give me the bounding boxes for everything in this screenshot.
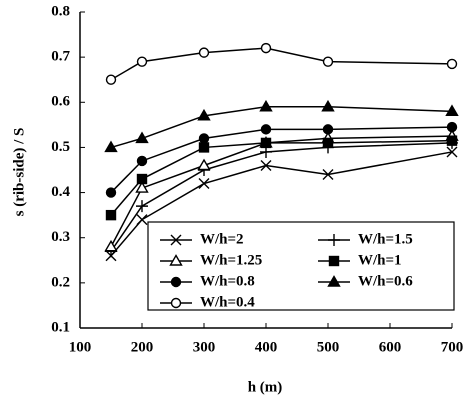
marker: [446, 58, 458, 70]
marker: [136, 56, 148, 67]
marker: [198, 47, 210, 58]
marker: [105, 187, 117, 198]
marker: [260, 42, 272, 54]
x-tick-label: 600: [379, 339, 402, 355]
legend-marker: [169, 254, 183, 266]
marker: [135, 131, 149, 144]
marker: [198, 133, 210, 144]
x-tick-label: 500: [317, 339, 340, 355]
legend-label: W/h=0.6: [358, 273, 413, 289]
y-tick-label: 0.4: [51, 184, 70, 200]
legend-marker: [170, 234, 182, 246]
series-line: [110, 47, 453, 81]
series-line: [110, 135, 453, 248]
x-tick-label: 100: [69, 339, 92, 355]
y-tick-label: 0.1: [51, 319, 70, 335]
legend-marker: [170, 276, 182, 288]
marker: [446, 121, 458, 133]
legend-label: W/h=1: [358, 252, 402, 268]
series-line: [110, 142, 453, 252]
legend-label: W/h=2: [200, 231, 244, 247]
series-line: [110, 151, 453, 257]
marker: [322, 56, 334, 67]
marker: [105, 209, 117, 221]
marker: [259, 99, 273, 112]
marker: [198, 142, 210, 153]
marker: [322, 124, 334, 135]
marker: [104, 239, 118, 252]
marker: [260, 137, 272, 149]
marker: [446, 135, 458, 146]
legend-marker: [170, 297, 182, 309]
marker: [136, 200, 148, 213]
y-tick-label: 0.3: [51, 229, 70, 245]
marker: [105, 74, 117, 85]
marker: [197, 108, 211, 121]
marker: [197, 158, 211, 171]
x-tick-label: 300: [193, 339, 216, 355]
legend-marker: [328, 234, 340, 246]
marker: [260, 124, 272, 135]
marker: [136, 173, 148, 185]
y-tick-label: 0.7: [51, 49, 70, 65]
y-tick-label: 0.8: [51, 3, 70, 19]
marker: [321, 99, 335, 112]
legend-marker: [328, 255, 340, 267]
legend-label: W/h=1.5: [358, 231, 413, 247]
marker: [136, 155, 148, 167]
legend-label: W/h=1.25: [200, 252, 262, 268]
legend: W/h=2 W/h=1.5 W/h=1.25 W/h=1 W/h=0.8 W/h=0.6 W…: [147, 221, 455, 311]
x-tick-label: 400: [255, 339, 278, 355]
series-line: [110, 126, 453, 194]
marker: [135, 181, 149, 193]
y-tick-label: 0.6: [51, 94, 70, 110]
x-axis-title: h (m): [248, 379, 283, 395]
y-tick-label: 0.2: [51, 274, 70, 290]
y-tick-label: 0.5: [51, 139, 70, 155]
series-line: [110, 139, 453, 216]
marker: [322, 169, 334, 181]
legend-marker: [327, 275, 341, 287]
x-tick-label: 200: [131, 339, 154, 355]
legend-label: W/h=0.4: [200, 294, 255, 310]
x-tick-label: 700: [441, 339, 464, 355]
marker: [198, 178, 210, 190]
legend-box: [147, 221, 455, 311]
marker: [260, 159, 272, 171]
legend-label: W/h=0.8: [200, 273, 255, 289]
marker: [104, 140, 118, 153]
series-line: [110, 106, 453, 149]
marker: [445, 104, 459, 117]
marker: [136, 214, 148, 226]
marker: [322, 137, 334, 149]
marker: [446, 146, 458, 158]
y-axis-title: s (rib-side) / S: [11, 128, 27, 217]
